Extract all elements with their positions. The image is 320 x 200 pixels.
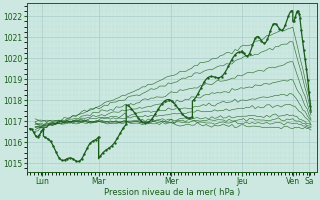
X-axis label: Pression niveau de la mer( hPa ): Pression niveau de la mer( hPa ) bbox=[104, 188, 240, 197]
